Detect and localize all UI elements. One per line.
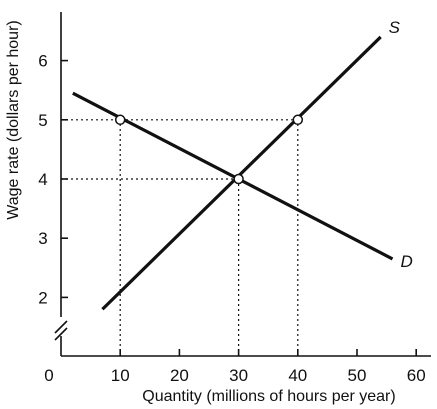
y-axis-break-left [54, 320, 68, 334]
x-ticks: 0 10 20 30 40 50 60 [44, 349, 426, 385]
y-ticks: 2 3 4 5 6 [38, 52, 68, 307]
x-tick-label: 10 [111, 366, 130, 385]
y-axis-title: Wage rate (dollars per hour) [5, 20, 22, 220]
y-axis-break-right [54, 327, 68, 341]
y-tick-label: 4 [38, 170, 47, 189]
curves: SD [72, 18, 413, 311]
x-tick-label: 20 [170, 366, 189, 385]
intersection-point [114, 114, 126, 126]
y-tick-label: 2 [38, 288, 47, 307]
demand-line [72, 91, 394, 261]
x-axis-title: Quantity (millions of hours per year) [142, 388, 395, 405]
x-tick-label: 40 [288, 366, 307, 385]
marked-points [114, 114, 304, 185]
supply-line [101, 35, 382, 311]
axes [54, 12, 431, 357]
x-tick-label: 50 [348, 366, 367, 385]
supply-label: S [389, 18, 401, 37]
demand-label: D [401, 252, 413, 271]
x-tick-label: 60 [407, 366, 426, 385]
intersection-point [292, 114, 304, 126]
y-tick-label: 6 [38, 52, 47, 71]
y-tick-label: 5 [38, 111, 47, 130]
y-tick-label: 3 [38, 229, 47, 248]
x-tick-label: 30 [229, 366, 248, 385]
x-tick-label: 0 [44, 366, 53, 385]
reference-lines [61, 119, 299, 356]
intersection-point [233, 173, 244, 185]
